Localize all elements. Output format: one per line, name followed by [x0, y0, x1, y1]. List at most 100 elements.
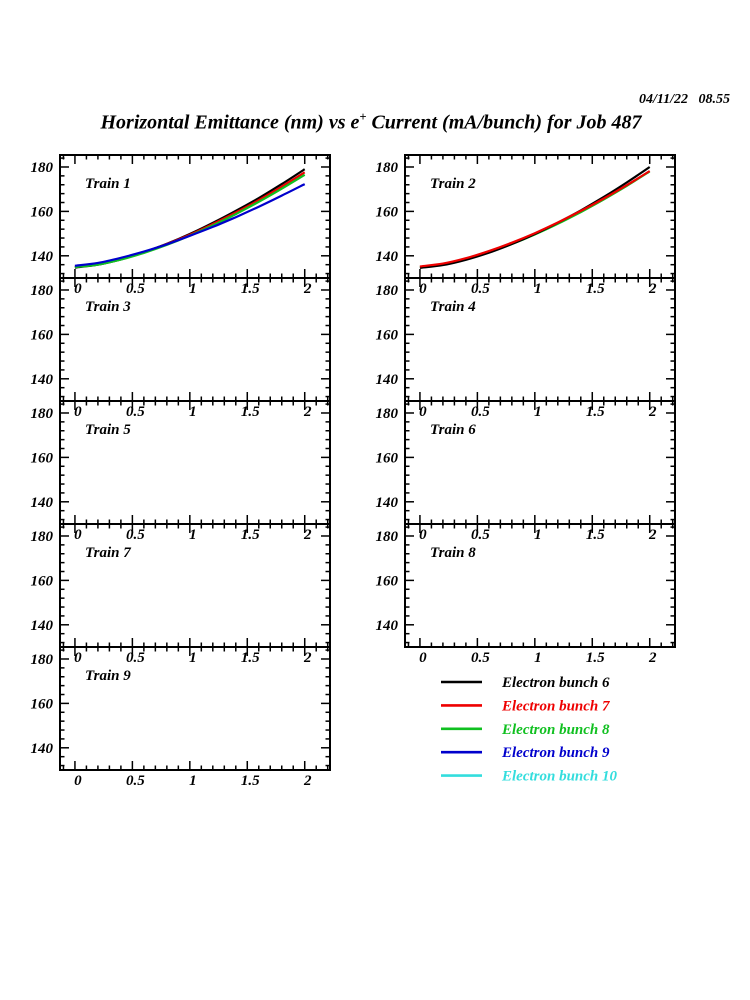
x-tick-label: 0: [74, 527, 82, 543]
x-tick-label: 1: [534, 527, 542, 543]
legend-label: Electron bunch 8: [501, 722, 610, 738]
y-tick-label: 140: [376, 372, 399, 388]
title-superscript: +: [359, 110, 367, 124]
panel-train-4: 0 0.5 1 1.5 2 140 160 180 Train 4: [376, 277, 676, 420]
y-tick-label: 160: [31, 204, 54, 220]
panel-train-5: 0 0.5 1 1.5 2 140 160 180 Train 5: [31, 400, 331, 543]
x-tick-label: 1: [534, 404, 542, 420]
x-tick-label: 0: [74, 773, 82, 789]
x-tick-label: 0: [419, 527, 427, 543]
x-tick-label: 1.5: [241, 773, 260, 789]
tick-marks: [405, 524, 675, 647]
plot-frame: [59, 154, 331, 279]
panel-train-6: 0 0.5 1 1.5 2 140 160 180 Train 6: [376, 400, 676, 543]
x-tick-label: 1.5: [586, 404, 605, 420]
x-tick-label: 1: [189, 650, 197, 666]
panel-title-label: Train 5: [85, 422, 131, 438]
y-tick-label: 160: [31, 573, 54, 589]
x-tick-label: 1.5: [586, 650, 605, 666]
legend-entry: Electron bunch 10: [441, 769, 618, 785]
panel-title-label: Train 9: [85, 668, 131, 684]
panel-train-7: 0 0.5 1 1.5 2 140 160 180 Train 7: [31, 523, 331, 666]
y-tick-label: 180: [376, 406, 399, 422]
tick-marks: [60, 155, 330, 278]
x-tick-label: 0.5: [126, 527, 145, 543]
x-tick-label: 2: [303, 527, 312, 543]
x-tick-label: 0.5: [471, 404, 490, 420]
y-tick-label: 160: [376, 450, 399, 466]
x-tick-label: 2: [303, 404, 312, 420]
plot-frame: [59, 646, 331, 771]
y-tick-label: 140: [376, 618, 399, 634]
x-tick-label: 0.5: [126, 404, 145, 420]
panel-title-label: Train 7: [85, 545, 131, 561]
x-tick-label: 2: [648, 527, 657, 543]
y-tick-label: 160: [31, 327, 54, 343]
panel-title-label: Train 6: [430, 422, 476, 438]
y-tick-label: 180: [376, 529, 399, 545]
y-tick-label: 140: [376, 249, 399, 265]
legend-entry: Electron bunch 8: [441, 722, 610, 738]
timestamp: 04/11/22 08.55: [638, 92, 730, 107]
panel-title-label: Train 1: [85, 176, 131, 192]
legend-entry: Electron bunch 9: [441, 745, 610, 761]
x-tick-label: 0: [74, 281, 82, 297]
x-tick-label: 1: [189, 773, 197, 789]
title-text-cont: Current (mA/bunch) for Job 487: [366, 111, 642, 134]
y-tick-label: 140: [31, 495, 54, 511]
x-tick-label: 2: [648, 281, 657, 297]
panel-train-3: 0 0.5 1 1.5 2 140 160 180 Train 3: [31, 277, 331, 420]
y-tick-label: 180: [31, 652, 54, 668]
x-tick-label: 0.5: [126, 281, 145, 297]
x-tick-label: 1.5: [241, 527, 260, 543]
y-tick-label: 160: [376, 327, 399, 343]
legend-label: Electron bunch 7: [501, 698, 610, 714]
panel-train-8: 0 0.5 1 1.5 2 140 160 180 Train 8: [376, 523, 676, 666]
legend-entry: Electron bunch 7: [441, 698, 610, 714]
x-tick-label: 0: [419, 281, 427, 297]
x-tick-label: 0.5: [471, 650, 490, 666]
y-tick-label: 180: [31, 283, 54, 299]
panel-train-2: 0 0.5 1 1.5 2 140 160 180 Train 2: [376, 154, 676, 297]
panel-train-9: 0 0.5 1 1.5 2 140 160 180 Train 9: [31, 646, 331, 789]
panel-title-label: Train 4: [430, 299, 476, 315]
x-tick-label: 1.5: [241, 650, 260, 666]
x-tick-label: 1: [534, 281, 542, 297]
tick-marks: [60, 647, 330, 770]
panel-title-label: Train 8: [430, 545, 476, 561]
x-tick-label: 2: [303, 650, 312, 666]
panel-title-label: Train 3: [85, 299, 131, 315]
tick-marks: [60, 401, 330, 524]
x-tick-label: 2: [648, 404, 657, 420]
x-tick-label: 0.5: [471, 527, 490, 543]
panel-train-1: 0 0.5 1 1.5 2 140 160 180 Train 1: [31, 154, 331, 297]
curve-electron-bunch-9: [74, 183, 306, 267]
legend-label: Electron bunch 10: [501, 769, 618, 785]
y-tick-label: 140: [31, 741, 54, 757]
y-tick-label: 160: [31, 696, 54, 712]
legend: Electron bunch 6 Electron bunch 7 Electron…: [441, 675, 618, 785]
y-tick-label: 160: [376, 573, 399, 589]
x-tick-label: 2: [648, 650, 657, 666]
y-tick-label: 140: [31, 249, 54, 265]
legend-label: Electron bunch 6: [501, 675, 610, 691]
y-tick-label: 140: [31, 618, 54, 634]
x-tick-label: 1: [189, 404, 197, 420]
legend-entry: Electron bunch 6: [441, 675, 610, 691]
panel-title-label: Train 2: [430, 176, 476, 192]
x-tick-label: 0: [74, 650, 82, 666]
y-tick-label: 180: [376, 160, 399, 176]
plot-frame: [404, 523, 676, 648]
x-tick-label: 1.5: [241, 281, 260, 297]
x-tick-label: 2: [303, 281, 312, 297]
y-tick-label: 180: [31, 529, 54, 545]
x-tick-label: 1.5: [586, 281, 605, 297]
x-tick-label: 2: [303, 773, 312, 789]
y-tick-label: 160: [31, 450, 54, 466]
curve-electron-bunch-7: [419, 170, 651, 268]
x-tick-label: 1: [534, 650, 542, 666]
y-tick-label: 180: [31, 406, 54, 422]
tick-marks: [405, 155, 675, 278]
